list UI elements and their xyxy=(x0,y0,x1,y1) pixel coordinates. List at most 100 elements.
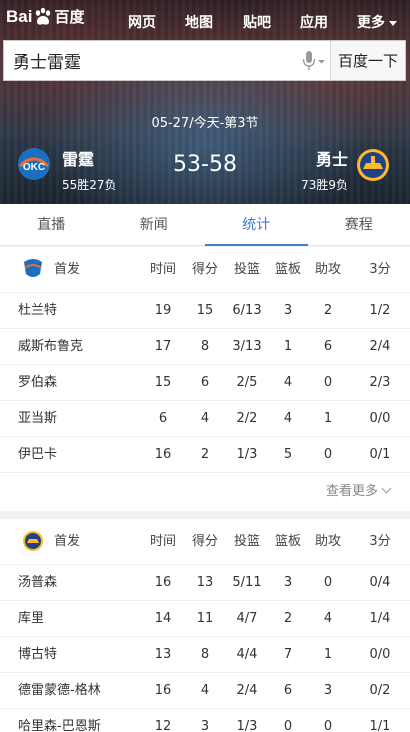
top-bar: Bai 百度 网页 地图 贴吧 应用 更多 xyxy=(0,0,410,40)
col-minutes: 时间 xyxy=(149,534,176,549)
player-points: 15 xyxy=(196,303,214,318)
paw-icon xyxy=(36,7,51,25)
player-name[interactable]: 库里 xyxy=(18,611,45,626)
warriors-stats-card: 首发 时间 得分 投篮 篮板 助攻 3分 汤普森 16 13 5/11 3 0 0/4 库里 1… xyxy=(0,519,410,732)
player-minutes: 14 xyxy=(154,611,172,626)
starters-label: 首发 xyxy=(54,262,81,277)
col-threes: 3分 xyxy=(369,262,391,277)
table-row[interactable]: 哈里森-巴恩斯 12 3 1/3 0 0 1/1 xyxy=(0,709,410,732)
nav-more[interactable]: 更多 xyxy=(357,12,397,32)
player-rebounds: 4 xyxy=(283,375,293,390)
player-name[interactable]: 哈里森-巴恩斯 xyxy=(18,719,101,732)
player-points: 8 xyxy=(200,339,210,354)
table-header: 首发 时间 得分 投篮 篮板 助攻 3分 xyxy=(0,247,410,293)
svg-text:OKC: OKC xyxy=(23,162,45,173)
player-threes: 1/1 xyxy=(369,719,391,732)
player-threes: 0/0 xyxy=(369,647,391,662)
player-minutes: 17 xyxy=(154,339,172,354)
thunder-small-logo-icon xyxy=(24,259,42,277)
player-threes: 0/0 xyxy=(369,411,391,426)
table-row[interactable]: 库里 14 11 4/7 2 4 1/4 xyxy=(0,601,410,637)
col-minutes: 时间 xyxy=(149,262,176,277)
table-row[interactable]: 杜兰特 19 15 6/13 3 2 1/2 xyxy=(0,293,410,329)
away-team-name: 勇士 xyxy=(315,150,348,169)
home-team-record: 55胜27负 xyxy=(62,178,117,192)
player-name[interactable]: 杜兰特 xyxy=(18,303,58,318)
player-fg: 5/11 xyxy=(232,575,262,590)
player-rebounds: 3 xyxy=(283,575,293,590)
player-fg: 2/5 xyxy=(236,375,258,390)
search-bar: 百度一下 xyxy=(3,40,406,81)
player-threes: 1/4 xyxy=(369,611,391,626)
baidu-logo[interactable]: Bai 百度 xyxy=(6,6,84,27)
player-assists: 0 xyxy=(323,719,333,732)
col-points: 得分 xyxy=(191,534,218,549)
col-assists: 助攻 xyxy=(314,534,341,549)
player-name[interactable]: 伊巴卡 xyxy=(18,447,58,462)
game-score: 53-58 xyxy=(173,152,237,177)
table-row[interactable]: 德雷蒙德-格林 16 4 2/4 6 3 0/2 xyxy=(0,673,410,709)
player-points: 13 xyxy=(196,575,214,590)
nav-apps[interactable]: 应用 xyxy=(300,15,328,31)
player-name[interactable]: 博古特 xyxy=(18,647,58,662)
player-threes: 0/2 xyxy=(369,683,391,698)
tab-news[interactable]: 新闻 xyxy=(139,217,168,233)
player-minutes: 15 xyxy=(154,375,172,390)
player-name[interactable]: 威斯布鲁克 xyxy=(18,339,84,354)
tab-live[interactable]: 直播 xyxy=(37,217,66,233)
player-minutes: 16 xyxy=(154,575,172,590)
table-row[interactable]: 博古特 13 8 4/4 7 1 0/0 xyxy=(0,637,410,673)
col-fg: 投篮 xyxy=(233,534,260,549)
player-name[interactable]: 德雷蒙德-格林 xyxy=(18,683,101,698)
microphone-icon xyxy=(302,50,325,70)
nav-web[interactable]: 网页 xyxy=(128,15,156,31)
player-rebounds: 6 xyxy=(283,683,293,698)
player-fg: 4/4 xyxy=(236,647,258,662)
player-minutes: 13 xyxy=(154,647,172,662)
player-points: 4 xyxy=(200,411,210,426)
player-points: 11 xyxy=(196,611,214,626)
search-button[interactable]: 百度一下 xyxy=(330,41,405,80)
player-name[interactable]: 汤普森 xyxy=(18,575,58,590)
player-points: 3 xyxy=(200,719,210,732)
player-rebounds: 3 xyxy=(283,303,293,318)
player-assists: 0 xyxy=(323,575,333,590)
tab-stats[interactable]: 统计 xyxy=(205,204,308,246)
player-points: 2 xyxy=(200,447,210,462)
nav-map[interactable]: 地图 xyxy=(185,15,213,31)
away-team[interactable]: 勇士 73胜9负 xyxy=(301,146,348,193)
nav-tieba[interactable]: 贴吧 xyxy=(243,15,271,31)
player-fg: 3/13 xyxy=(232,339,262,354)
table-row[interactable]: 威斯布鲁克 17 8 3/13 1 6 2/4 xyxy=(0,329,410,365)
player-fg: 1/3 xyxy=(236,719,258,732)
player-name[interactable]: 罗伯森 xyxy=(18,375,58,390)
table-row[interactable]: 伊巴卡 16 2 1/3 5 0 0/1 xyxy=(0,437,410,473)
search-input[interactable] xyxy=(4,41,298,80)
thunder-stats-card: 首发 时间 得分 投篮 篮板 助攻 3分 杜兰特 19 15 6/13 3 2 1/2 威斯布… xyxy=(0,247,410,511)
col-rebounds: 篮板 xyxy=(274,534,301,549)
home-team[interactable]: 雷霆 55胜27负 xyxy=(62,146,117,193)
table-row[interactable]: 汤普森 16 13 5/11 3 0 0/4 xyxy=(0,565,410,601)
table-row[interactable]: 罗伯森 15 6 2/5 4 0 2/3 xyxy=(0,365,410,401)
player-threes: 0/1 xyxy=(369,447,391,462)
voice-search-button[interactable] xyxy=(298,41,330,80)
player-fg: 1/3 xyxy=(236,447,258,462)
player-threes: 2/4 xyxy=(369,339,391,354)
table-row[interactable]: 亚当斯 6 4 2/2 4 1 0/0 xyxy=(0,401,410,437)
player-assists: 1 xyxy=(323,647,333,662)
tab-bar: 直播 新闻 统计 赛程 xyxy=(0,204,410,246)
game-hero xyxy=(0,0,410,204)
player-rebounds: 5 xyxy=(283,447,293,462)
player-minutes: 12 xyxy=(154,719,172,732)
player-name[interactable]: 亚当斯 xyxy=(18,411,58,426)
warriors-logo-icon xyxy=(357,149,389,181)
home-team-name: 雷霆 xyxy=(62,150,95,169)
view-more-link[interactable]: 查看更多 xyxy=(0,473,410,511)
player-assists: 4 xyxy=(323,611,333,626)
player-assists: 1 xyxy=(323,411,333,426)
player-minutes: 16 xyxy=(154,683,172,698)
col-fg: 投篮 xyxy=(233,262,260,277)
tab-schedule[interactable]: 赛程 xyxy=(344,217,373,233)
player-minutes: 19 xyxy=(154,303,172,318)
player-points: 8 xyxy=(200,647,210,662)
